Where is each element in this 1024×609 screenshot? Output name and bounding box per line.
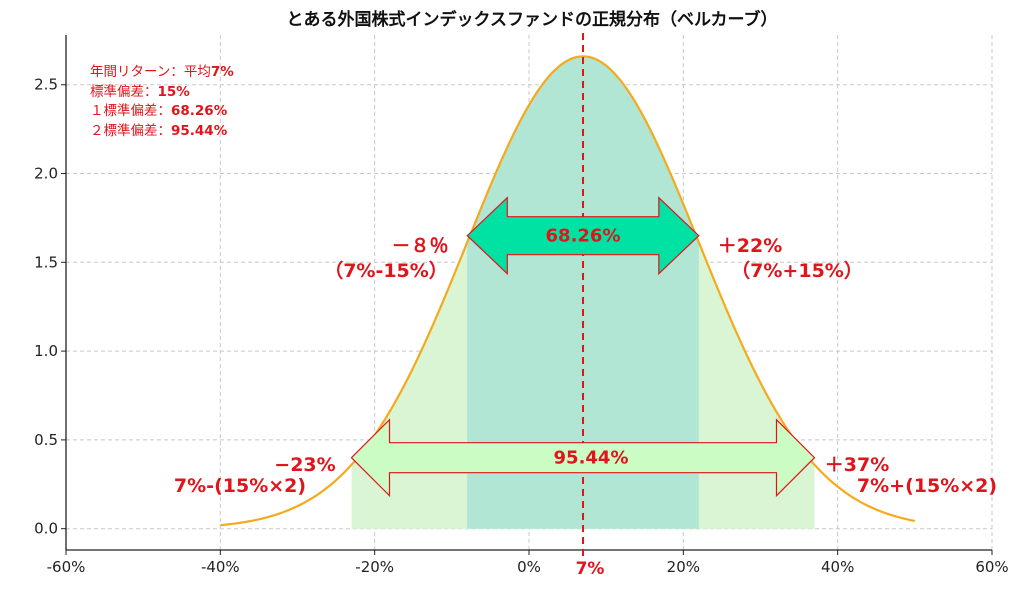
- x-tick-label: -20%: [355, 558, 394, 576]
- axes: -60% -40% -20% 0% 20% 40% 60% 0.0 0.5 1.0 1.5 2.0 2.…: [34, 35, 1009, 576]
- arrow-1sd: [466, 196, 700, 276]
- plus-1sd-value: ＋22%: [718, 235, 782, 257]
- info-line-std-dev: 標準偏差：15%: [90, 84, 190, 100]
- y-tick-label: 1.0: [34, 342, 58, 360]
- x-tick-label: 20%: [667, 558, 700, 576]
- arrow-2sd-label: 95.44%: [554, 448, 629, 469]
- y-tick-label: 1.5: [34, 253, 58, 271]
- mean-label: 7%: [576, 559, 605, 579]
- plus-1sd-formula: （7%+15%）: [731, 259, 863, 282]
- y-tick-label: 0.0: [34, 520, 58, 538]
- range-arrows: 68.26% 95.44%: [350, 196, 816, 498]
- x-tick-label: 40%: [821, 558, 854, 576]
- x-tick-label: -40%: [201, 558, 240, 576]
- plus-2sd-formula: 7%+(15%×2): [857, 475, 997, 497]
- x-tick-label: 0%: [517, 558, 541, 576]
- plus-2sd-value: ＋37%: [825, 454, 889, 476]
- arrow-2sd: [350, 418, 816, 498]
- minus-2sd-formula: 7%-(15%×2): [174, 475, 306, 497]
- info-box: 年間リターン：平均7% 標準偏差：15% １標準偏差：68.26% ２標準偏差：…: [90, 64, 234, 139]
- minus-2sd-value: −23%: [274, 454, 335, 476]
- y-tick-label: 2.0: [34, 165, 58, 183]
- info-line-1sd: １標準偏差：68.26%: [90, 103, 228, 119]
- x-tick-label: 60%: [975, 558, 1008, 576]
- minus-1sd-formula: （7%-15%）: [324, 259, 448, 282]
- y-tick-label: 2.5: [34, 76, 58, 94]
- arrow-1sd-label: 68.26%: [546, 226, 621, 247]
- info-line-annual-return: 年間リターン：平均7%: [90, 64, 234, 80]
- band-1sd: [467, 56, 699, 529]
- y-tick-label: 0.5: [34, 431, 58, 449]
- chart-title: とある外国株式インデックスファンドの正規分布（ベルカーブ）: [287, 9, 778, 30]
- minus-1sd-value: －８％: [391, 235, 448, 257]
- info-line-2sd: ２標準偏差：95.44%: [90, 123, 228, 139]
- x-tick-label: -60%: [47, 558, 86, 576]
